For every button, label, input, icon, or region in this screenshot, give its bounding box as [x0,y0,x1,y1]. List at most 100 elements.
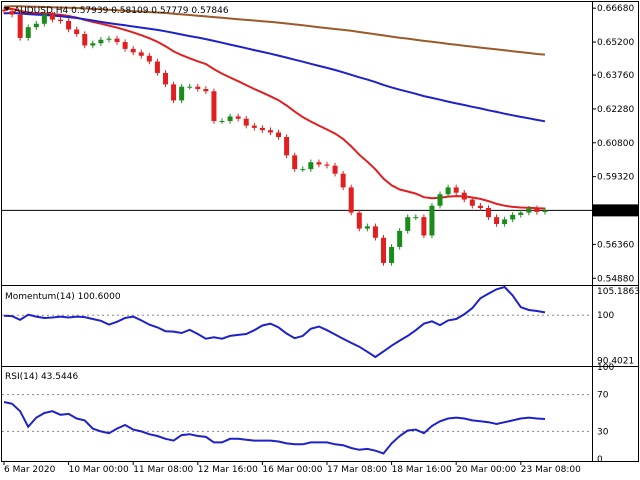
candle-body [33,23,39,28]
rsi-tick-label: 70 [597,391,609,401]
rsi-tick-label: 0 [597,455,603,465]
candle-body [510,214,516,220]
price-tick-label: 0.66680 [597,4,634,14]
candle-body [146,55,152,62]
candle-body [251,125,257,128]
candle-body [9,11,15,15]
candle-body [106,38,112,40]
time-tick-label: 6 Mar 2020 [4,465,56,475]
candle-body [324,164,330,166]
price-tick-label: 0.63760 [597,71,634,81]
candle-body [276,132,282,138]
candle-body [1,10,7,12]
candle-body [187,86,193,88]
candle-body [211,91,217,122]
price-tick-label: 0.54880 [597,274,634,284]
time-tick-label: 10 Mar 00:00 [69,465,129,475]
candle-body [348,187,354,213]
chart-title: AUDUSD,H4 0.57939 0.58109 0.57779 0.5784… [14,6,229,16]
candle-body [502,219,508,225]
candle-body [114,38,120,43]
time-tick-label: 23 Mar 08:00 [521,465,581,475]
price-tick-label: 0.62280 [597,105,634,115]
candle-body [405,217,411,231]
momentum-tick-label: 90.4021 [597,356,634,366]
candle-body [372,226,378,238]
candle-body [534,208,540,212]
candle-body [235,116,241,119]
candle-body [461,192,467,200]
rsi-line [3,401,546,455]
candle-body [82,34,88,46]
price-tick-label: 0.65200 [597,38,634,48]
candle-body [122,42,128,49]
candle-body [397,230,403,247]
moving-average-line [3,11,546,123]
candle-body [308,162,314,170]
candle-body [421,217,427,236]
last-price-box [593,204,639,217]
price-tick-label: 0.56360 [597,240,634,250]
moving-average-line [3,7,546,210]
candle-body [243,118,249,126]
momentum-title: Momentum(14) 100.6000 [5,292,121,302]
candle-body [162,72,168,85]
candle-body [413,217,419,219]
momentum-tick-label: 105.1863 [597,287,640,297]
candle-body [284,137,290,156]
candle-body [195,86,201,89]
candle-body [259,127,265,131]
candle-body [445,187,451,195]
candle-body [267,130,273,133]
candle-body [477,205,483,209]
candle-body [138,52,144,56]
rsi-tick-label: 100 [597,363,614,373]
candle-body [58,19,64,21]
candle-body [219,121,225,123]
time-tick-label: 12 Mar 16:00 [198,465,258,475]
rsi-tick-label: 30 [597,427,609,437]
collapse-triangle-icon [4,7,10,11]
candle-body [332,165,338,174]
outer-frame [1,1,639,462]
candle-body [171,84,177,101]
candle-body [429,205,435,236]
candle-body [49,14,55,20]
time-tick-label: 20 Mar 00:00 [456,465,516,475]
moving-average-line [3,5,546,56]
time-tick-label: 16 Mar 00:00 [262,465,322,475]
time-tick-label: 18 Mar 16:00 [392,465,452,475]
candle-body [154,61,160,73]
candle-body [542,210,548,212]
candle-body [469,199,475,206]
candle-body [437,194,443,206]
rsi-title: RSI(14) 43.5446 [5,372,78,382]
price-tick-label: 0.57846 [597,207,634,217]
price-tick-label: 0.60800 [597,139,634,149]
candle-body [494,217,500,225]
candle-body [340,173,346,188]
candle-body [98,39,104,44]
candle-body [518,212,524,215]
candle-body [389,246,395,263]
candle-body [485,208,491,218]
candle-body [316,162,322,165]
time-tick-label: 17 Mar 08:00 [327,465,387,475]
candle-body [356,212,362,229]
candle-body [25,27,31,38]
candle-body [90,43,96,46]
candle-body [66,20,72,30]
candle-body [17,14,23,38]
candle-body [300,169,306,171]
candle-body [381,237,387,263]
candle-body [203,88,209,92]
time-tick-label: 11 Mar 08:00 [133,465,193,475]
candle-body [179,86,185,101]
momentum-tick-label: 100 [597,311,614,321]
candle-body [74,29,80,35]
candle-body [292,155,298,170]
price-tick-label: 0.59320 [597,173,634,183]
candle-body [364,226,370,229]
momentum-line [3,285,546,359]
